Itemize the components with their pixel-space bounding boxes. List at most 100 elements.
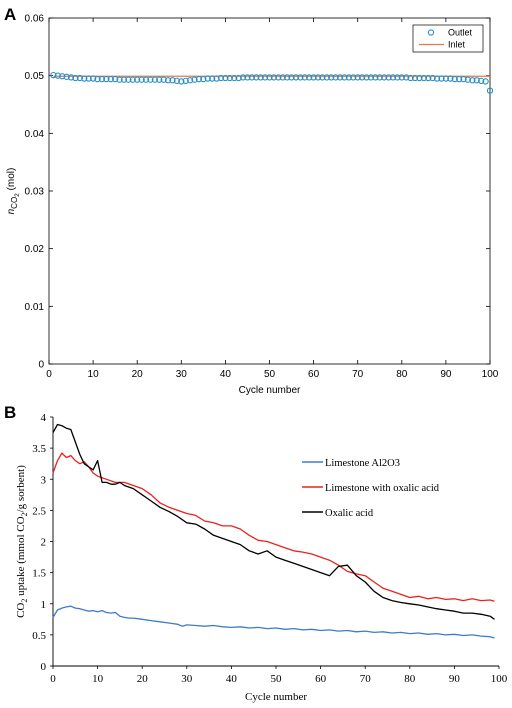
outlet-series-marker <box>407 74 414 82</box>
panel-label-a: A <box>4 5 16 24</box>
y-tick-label-b: 4 <box>41 412 47 424</box>
outlet-series-marker <box>332 74 339 81</box>
y-tick-label-a: 0.06 <box>25 14 45 25</box>
outlet-series-marker <box>455 75 463 83</box>
outlet-series-marker <box>178 78 185 85</box>
outlet-series-marker <box>297 74 304 81</box>
x-tick-label-a: 0 <box>46 369 52 380</box>
y-tick-label-a: 0.03 <box>25 187 45 198</box>
outlet-series-marker <box>134 76 141 83</box>
x-axis-label-b: Cycle number <box>245 691 307 703</box>
legend-outlet-label: Outlet <box>448 28 473 38</box>
outlet-series-marker <box>107 75 114 83</box>
outlet-series-marker <box>138 76 145 83</box>
outlet-series-marker <box>319 74 326 81</box>
outlet-series-marker <box>451 75 458 83</box>
y-tick-label-a: 0.01 <box>25 302 45 313</box>
outlet-series-marker <box>438 75 445 82</box>
legend-b: Limestone Al2O3 Limestone with oxalic aci… <box>302 458 440 519</box>
outlet-series-marker <box>226 74 233 82</box>
outlet-series-marker <box>486 87 494 94</box>
x-tick-label-a: 100 <box>482 369 499 380</box>
x-tick-label-a: 50 <box>264 369 276 380</box>
outlet-series-marker <box>213 75 220 82</box>
x-tick-label-b: 100 <box>491 673 508 685</box>
x-tick-label-b: 50 <box>271 673 283 685</box>
x-tick-label-b: 80 <box>404 673 416 685</box>
x-tick-label-a: 40 <box>220 369 232 380</box>
outlet-series-marker <box>389 74 397 81</box>
outlet-series-marker <box>195 75 203 83</box>
outlet-series-marker <box>98 75 106 83</box>
outlet-series-marker <box>411 74 419 82</box>
x-tick-label-b: 20 <box>137 673 149 685</box>
outlet-series-marker <box>231 74 238 82</box>
outlet-series-marker <box>81 75 88 82</box>
y-axis-label-a-sub: CO <box>10 197 19 209</box>
series-line-2 <box>52 452 495 602</box>
x-axis-label-a: Cycle number <box>239 385 301 396</box>
x-tick-label-a: 60 <box>308 369 320 380</box>
outlet-series-marker <box>283 74 291 81</box>
outlet-series-marker <box>200 75 207 83</box>
x-tick-label-b: 90 <box>449 673 461 685</box>
x-tick-label-b: 40 <box>226 673 238 685</box>
outlet-series-marker <box>59 73 66 80</box>
series-line-3 <box>52 423 495 620</box>
outlet-series-marker <box>354 74 361 81</box>
y-tick-label-a: 0.05 <box>25 71 45 82</box>
outlet-series-marker <box>279 74 286 81</box>
outlet-series-marker <box>142 76 150 83</box>
outlet-series-marker <box>112 75 119 83</box>
y-tick-label-b: 3 <box>41 474 47 486</box>
y-tick-label-a: 0.02 <box>25 244 45 255</box>
outlet-series-marker <box>129 76 136 83</box>
outlet-series-marker <box>363 74 370 81</box>
y-tick-label-b: 1.5 <box>32 568 46 580</box>
y-axis-label-b-part: 2 <box>20 599 29 603</box>
outlet-series-marker <box>156 76 163 83</box>
legend-a: Outlet Inlet <box>412 24 484 53</box>
outlet-series-marker <box>473 77 480 84</box>
legend-a-box <box>412 24 484 53</box>
outlet-series-marker <box>169 77 176 84</box>
outlet-series-marker <box>403 74 410 81</box>
x-tick-label-b: 10 <box>92 673 104 685</box>
outlet-series-marker <box>301 74 308 81</box>
outlet-series-marker <box>464 76 472 83</box>
outlet-series-marker <box>191 76 198 83</box>
outlet-series-marker <box>345 74 353 81</box>
outlet-series-marker <box>89 75 97 82</box>
panel-a: A 0 10 20 30 40 50 60 70 80 90 100 0 0.01 0.02 0.03 0.04… <box>4 5 499 396</box>
legend-b-label-2: Limestone with oxalic acid <box>325 483 440 494</box>
y-tick-label-b: 1 <box>41 599 47 611</box>
outlet-series-marker <box>85 75 92 82</box>
outlet-series-marker <box>103 75 110 83</box>
x-tick-label-b: 60 <box>315 673 327 685</box>
x-tick-label-a: 80 <box>396 369 408 380</box>
y-axis-label-a-subsub: 2 <box>14 193 21 197</box>
y-tick-label-b: 0 <box>41 661 47 673</box>
outlet-series-marker <box>266 74 273 81</box>
plot-frame-a <box>48 17 491 365</box>
outlet-series-marker <box>469 77 476 84</box>
outlet-series-marker <box>244 74 251 81</box>
x-tick-label-a: 90 <box>440 369 452 380</box>
outlet-series-marker <box>222 74 229 82</box>
outlet-series-marker <box>72 74 79 82</box>
outlet-series-marker <box>367 74 375 81</box>
outlet-series-marker <box>420 74 427 82</box>
outlet-series-marker <box>442 75 450 82</box>
y-axis-label-b-part: 2 <box>20 512 29 516</box>
outlet-series-marker <box>314 74 322 81</box>
outlet-series-marker <box>350 74 357 81</box>
outlet-series-marker <box>394 74 401 81</box>
y-tick-label-b: 3.5 <box>32 443 46 455</box>
y-tick-label-b: 2 <box>41 537 47 549</box>
outlet-series-marker <box>120 76 128 83</box>
y-axis-label-b-part: uptake (mmol CO <box>15 516 27 598</box>
x-tick-label-a: 30 <box>176 369 188 380</box>
outlet-series-marker <box>253 74 260 81</box>
outlet-series-marker <box>306 74 313 81</box>
y-axis-label-b-part: /g sorbent) <box>15 465 27 513</box>
